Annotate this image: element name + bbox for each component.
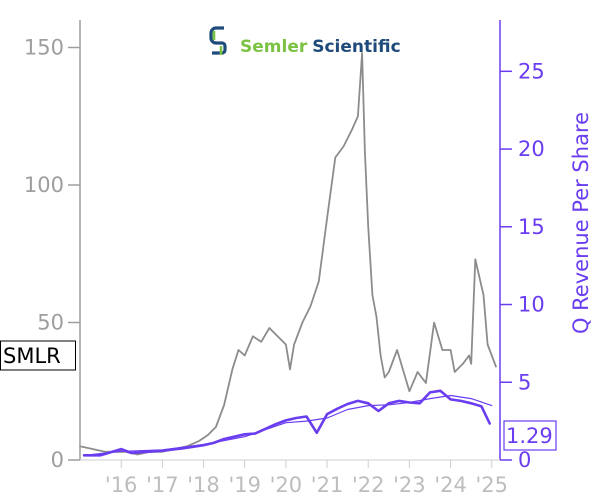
left-tick-label: 100: [24, 173, 64, 197]
x-tick-label: '19: [228, 473, 261, 497]
x-tick-label: '24: [434, 473, 467, 497]
last-value-label: 1.29: [506, 424, 553, 448]
left-tick-label: 0: [51, 448, 64, 472]
x-tick-label: '16: [105, 473, 138, 497]
right-tick-label: 5: [518, 370, 531, 394]
revenue-per-share-line: [82, 389, 492, 457]
x-tick-label: '21: [311, 473, 344, 497]
last-value-box: 1.29: [503, 420, 557, 451]
chart-series-layer: [79, 52, 497, 457]
ticker-label: SMLR: [3, 344, 61, 368]
logo-word-scientific: Scientific: [312, 37, 400, 57]
right-tick-label: 10: [518, 293, 545, 317]
ticker-box: SMLR: [0, 340, 76, 371]
x-tick-label: '25: [476, 473, 509, 497]
x-tick-label: '23: [393, 473, 426, 497]
right-tick-label: 15: [518, 215, 545, 239]
right-axis-title: Q Revenue Per Share: [569, 112, 593, 334]
left-tick-label: 150: [24, 36, 64, 60]
company-logo: Semler Scientific: [209, 26, 401, 57]
right-tick-label: 20: [518, 137, 545, 161]
logo-mark-accent: [212, 31, 223, 55]
x-tick-label: '17: [146, 473, 179, 497]
x-tick-label: '18: [187, 473, 220, 497]
logo-mark-icon: [209, 26, 227, 55]
revenue-per-share-trend-line: [83, 394, 493, 456]
right-tick-label: 0: [518, 448, 531, 472]
x-tick-label: '22: [352, 473, 385, 497]
stock-price-line: [79, 52, 497, 456]
left-tick-label: 50: [37, 311, 64, 335]
logo-word-semler: Semler: [240, 37, 308, 57]
x-tick-label: '20: [270, 473, 303, 497]
right-tick-label: 25: [518, 59, 545, 83]
chart-axes: 0 50 100 150 0 5 10 15 20 25 '16 '17 '18 '19 '20 '21 '22…: [24, 20, 545, 497]
